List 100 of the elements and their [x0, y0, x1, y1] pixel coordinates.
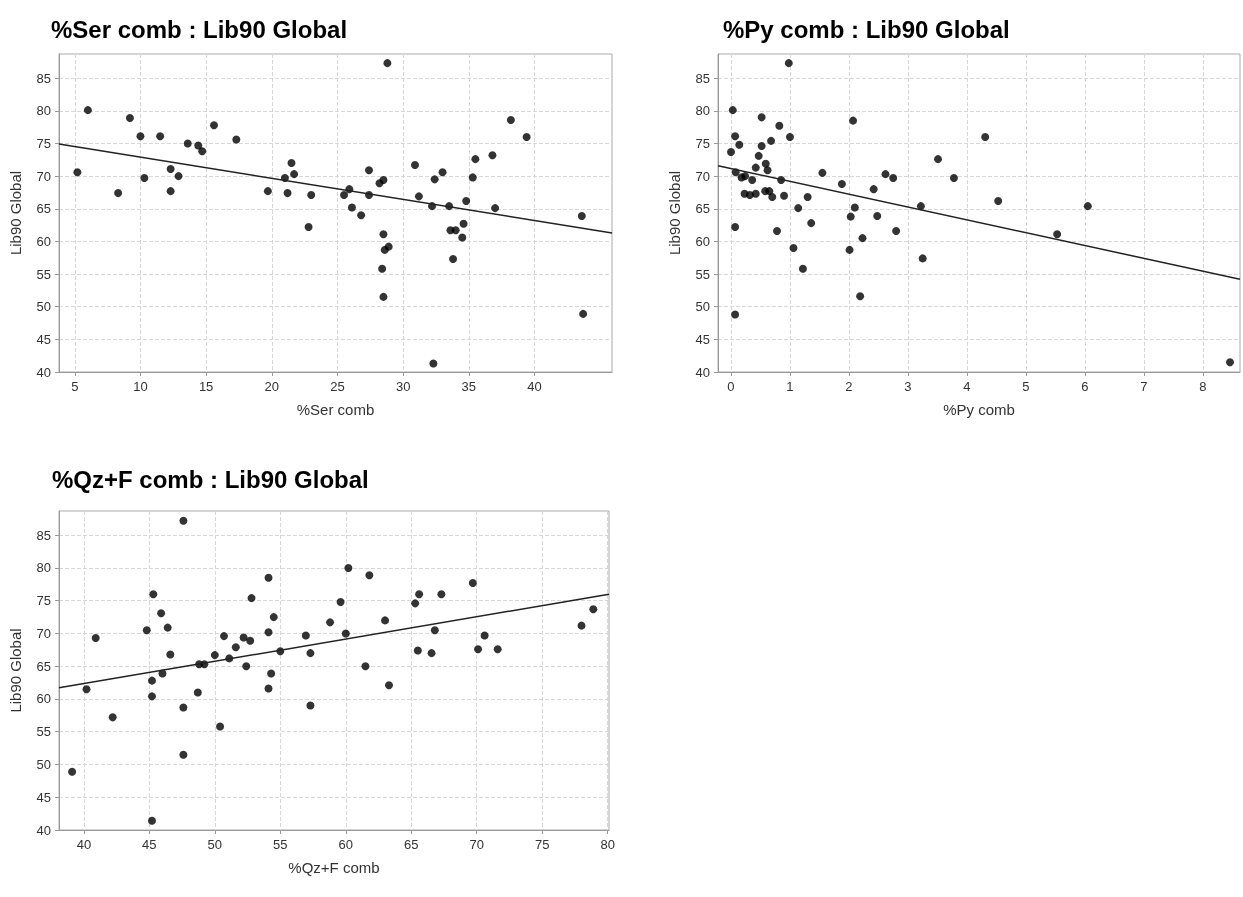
- point: [480, 631, 489, 640]
- point: [735, 140, 744, 149]
- y-tick-label: 40: [36, 364, 51, 380]
- point: [306, 649, 315, 658]
- x-tick-label: 40: [527, 379, 542, 394]
- x-tick-label: 5: [1022, 379, 1030, 394]
- point: [381, 616, 390, 625]
- point: [506, 115, 515, 124]
- point: [1053, 230, 1062, 239]
- point: [763, 166, 772, 175]
- point: [522, 132, 531, 141]
- x-axis-title: %Py comb: [943, 401, 1015, 418]
- point: [858, 234, 867, 243]
- point: [856, 292, 865, 301]
- point: [239, 633, 248, 642]
- x-tick-label: 60: [338, 837, 354, 852]
- x-tick-label: 7: [1140, 379, 1148, 394]
- point: [264, 684, 273, 693]
- point: [767, 136, 776, 145]
- point: [741, 172, 750, 181]
- point: [471, 155, 480, 164]
- x-tick-label: 40: [76, 837, 92, 852]
- point: [414, 192, 423, 201]
- point: [850, 203, 859, 212]
- point: [794, 204, 803, 213]
- y-tick-label: 45: [36, 331, 51, 347]
- y-tick-label: 60: [36, 691, 51, 707]
- point: [846, 212, 855, 221]
- y-tick-label: 85: [695, 70, 710, 86]
- point: [458, 233, 467, 242]
- point: [108, 713, 117, 722]
- x-tick-label: 35: [461, 379, 477, 394]
- y-tick-label: 80: [36, 103, 51, 119]
- y-tick-label: 65: [695, 201, 710, 217]
- point: [468, 579, 477, 588]
- y-tick-label: 80: [695, 103, 710, 119]
- y-tick-label: 50: [36, 299, 51, 315]
- point: [179, 750, 188, 759]
- point: [378, 264, 387, 273]
- point: [411, 599, 420, 608]
- point: [379, 176, 388, 185]
- point: [264, 573, 273, 582]
- point: [873, 211, 882, 220]
- y-tick-label: 40: [695, 364, 710, 380]
- point: [166, 650, 175, 659]
- point: [301, 631, 310, 640]
- point: [136, 132, 145, 141]
- point: [451, 226, 460, 235]
- point: [731, 223, 740, 232]
- point: [803, 193, 812, 201]
- point: [125, 113, 134, 122]
- point: [347, 203, 356, 212]
- point: [459, 219, 468, 228]
- chart-title: %Qz+F comb : Lib90 Global: [52, 465, 369, 493]
- point: [179, 703, 188, 712]
- point: [210, 121, 218, 130]
- point: [881, 170, 890, 179]
- point: [183, 139, 192, 148]
- point: [267, 669, 276, 678]
- point: [216, 722, 225, 731]
- x-tick-label: 55: [273, 837, 288, 852]
- y-tick-label: 75: [36, 135, 51, 151]
- point: [918, 254, 927, 263]
- point: [147, 692, 156, 701]
- point: [140, 174, 149, 183]
- point: [491, 204, 500, 213]
- point: [174, 172, 183, 181]
- point: [430, 626, 439, 635]
- point: [341, 629, 350, 638]
- point: [147, 816, 156, 825]
- x-axis-title: %Qz+F comb: [288, 859, 380, 876]
- point: [413, 646, 422, 655]
- point: [994, 196, 1003, 205]
- point: [304, 223, 313, 232]
- point: [837, 179, 846, 188]
- point: [344, 563, 353, 572]
- point: [385, 681, 393, 690]
- x-tick-label: 10: [133, 379, 148, 394]
- point: [383, 59, 392, 68]
- point: [751, 163, 760, 172]
- point: [242, 662, 251, 671]
- point: [166, 164, 175, 173]
- point: [731, 132, 740, 141]
- point: [73, 168, 82, 177]
- point: [949, 174, 958, 183]
- point: [326, 618, 335, 627]
- point: [147, 676, 156, 685]
- y-tick-label: 75: [695, 135, 710, 151]
- y-tick-label: 85: [36, 70, 51, 86]
- point: [283, 189, 292, 198]
- y-tick-label: 80: [36, 560, 51, 576]
- point: [365, 571, 374, 580]
- point: [361, 662, 370, 671]
- point: [83, 106, 92, 115]
- point: [468, 173, 477, 182]
- point: [269, 613, 278, 622]
- point: [1225, 358, 1234, 367]
- point: [775, 121, 784, 130]
- point: [91, 634, 100, 643]
- point: [731, 310, 740, 319]
